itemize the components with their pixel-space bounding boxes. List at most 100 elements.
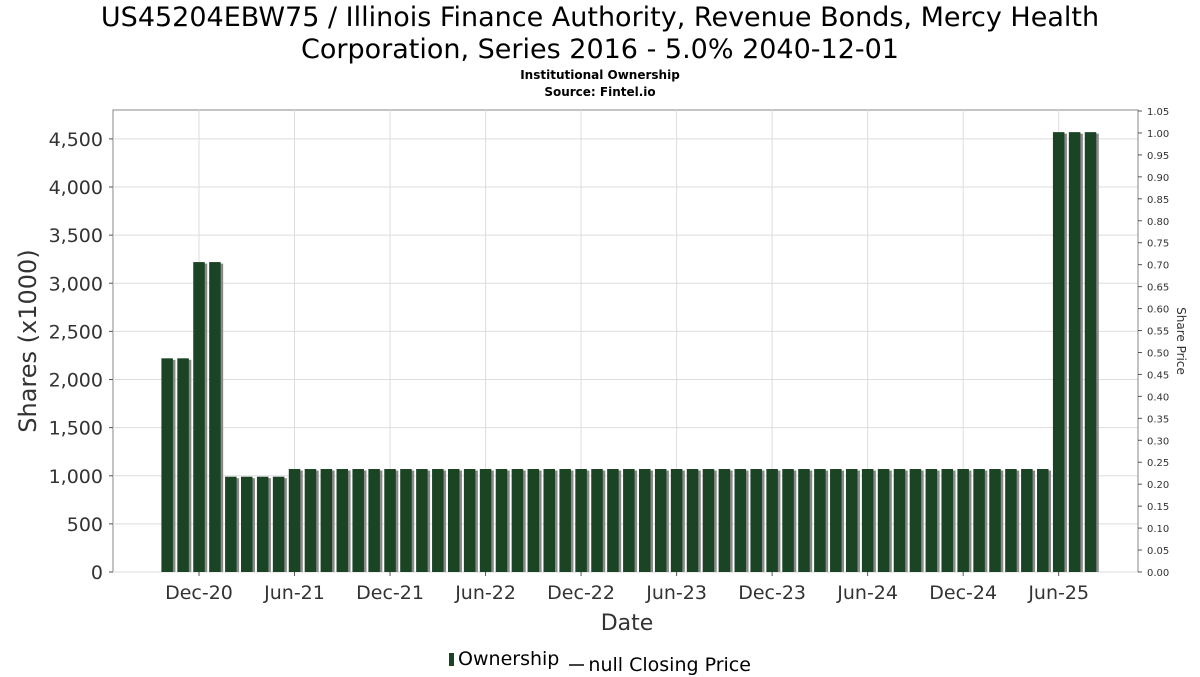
bar [416, 469, 428, 572]
bar [288, 469, 301, 572]
bar [304, 469, 317, 572]
bar [447, 469, 460, 572]
y2-tick-label: 0.70 [1147, 261, 1169, 272]
bar [368, 469, 380, 572]
y2-tick-label: 0.75 [1147, 239, 1169, 250]
bar [575, 469, 587, 572]
bar [654, 469, 667, 572]
x-tick-label: Dec-22 [547, 582, 615, 604]
chart-title-line-2: Corporation, Series 2016 - 5.0% 2040-12-… [301, 34, 899, 65]
y-tick-label: 3,000 [49, 273, 103, 295]
ownership-swatch-icon [449, 652, 455, 666]
x-tick-label: Dec-21 [356, 582, 424, 604]
y2-tick-label: 0.95 [1147, 151, 1169, 162]
bar [830, 469, 842, 572]
bar [702, 469, 715, 572]
bar [814, 469, 826, 572]
bar [798, 469, 810, 572]
bar [973, 469, 985, 572]
legend-item-price: null Closing Price [565, 653, 751, 677]
bar [607, 469, 619, 572]
x-axis-title: Date [601, 611, 654, 636]
y2-tick-label: 0.10 [1147, 524, 1169, 535]
bar [925, 469, 938, 572]
y2-tick-label: 0.90 [1147, 173, 1169, 184]
y2-tick-label: 0.40 [1147, 392, 1169, 403]
y2-tick-label: 0.20 [1147, 480, 1169, 491]
legend-item-ownership: Ownership [449, 647, 559, 671]
x-tick-label: Jun-21 [263, 582, 325, 604]
y2-tick-label: 0.80 [1147, 217, 1169, 228]
bar [845, 469, 858, 572]
bar [1005, 469, 1017, 572]
bar [527, 469, 540, 572]
y2-tick-label: 1.05 [1147, 107, 1169, 118]
bar [256, 476, 269, 572]
bar [686, 469, 699, 572]
bar [320, 469, 333, 572]
bar [511, 469, 524, 572]
bar [782, 469, 794, 572]
y-tick-label: 1,000 [49, 466, 103, 488]
legend-label-ownership: Ownership [458, 648, 560, 670]
bar [241, 476, 253, 572]
bar [989, 469, 1001, 572]
bar [734, 469, 747, 572]
bar [861, 469, 874, 572]
bar [177, 358, 189, 572]
y2-tick-label: 0.45 [1147, 370, 1169, 381]
bar [209, 262, 221, 572]
x-tick-label: Dec-20 [165, 582, 233, 604]
y-tick-label: 3,500 [49, 225, 103, 247]
y2-tick-label: 0.25 [1147, 458, 1169, 469]
bar [591, 469, 603, 572]
legend-label-price: null Closing Price [588, 653, 751, 676]
y2-tick-label: 1.00 [1147, 129, 1169, 140]
bar [941, 469, 953, 572]
y-axis-title: Shares (x1000) [14, 249, 42, 432]
bar [766, 469, 778, 572]
bar [193, 262, 205, 572]
y2-tick-label: 0.85 [1147, 195, 1169, 206]
y2-tick-label: 0.35 [1147, 414, 1169, 425]
bar [957, 469, 969, 572]
bar [750, 469, 762, 572]
y-tick-label: 500 [67, 514, 103, 536]
x-tick-label: Jun-23 [645, 582, 707, 604]
bar [543, 469, 555, 572]
chart-title-line-1: US45204EBW75 / Illinois Finance Authorit… [100, 2, 1100, 33]
bar [670, 469, 683, 572]
y2-tick-label: 0.15 [1147, 502, 1169, 513]
bar [384, 469, 396, 572]
price-line-icon [569, 663, 585, 666]
bar [623, 469, 635, 572]
y2-tick-label: 0.55 [1147, 327, 1169, 338]
bar [877, 469, 890, 572]
y-tick-label: 2,000 [49, 370, 103, 392]
x-tick-label: Jun-24 [836, 582, 898, 604]
bar [893, 469, 906, 572]
bar [225, 476, 237, 572]
y2-tick-label: 0.50 [1147, 348, 1169, 359]
bar [336, 469, 349, 572]
y-tick-label: 2,500 [49, 321, 103, 343]
bar [1068, 132, 1081, 572]
x-tick-label: Jun-25 [1027, 582, 1089, 604]
bar [718, 469, 731, 572]
y-tick-label: 1,500 [49, 418, 103, 440]
y2-tick-label: 0.60 [1147, 305, 1169, 316]
bar [161, 358, 173, 572]
y-tick-label: 0 [91, 562, 103, 584]
bar [1037, 469, 1049, 572]
y2-tick-label: 0.05 [1147, 546, 1169, 557]
bar [463, 469, 476, 572]
bar [1052, 132, 1065, 572]
bar [479, 469, 492, 572]
bar [909, 469, 922, 572]
bar [400, 469, 412, 572]
bar [639, 469, 651, 572]
bar [495, 469, 508, 572]
y2-axis-title: Share Price [1174, 307, 1188, 375]
y-tick-label: 4,500 [49, 129, 103, 151]
bar [1084, 132, 1097, 572]
